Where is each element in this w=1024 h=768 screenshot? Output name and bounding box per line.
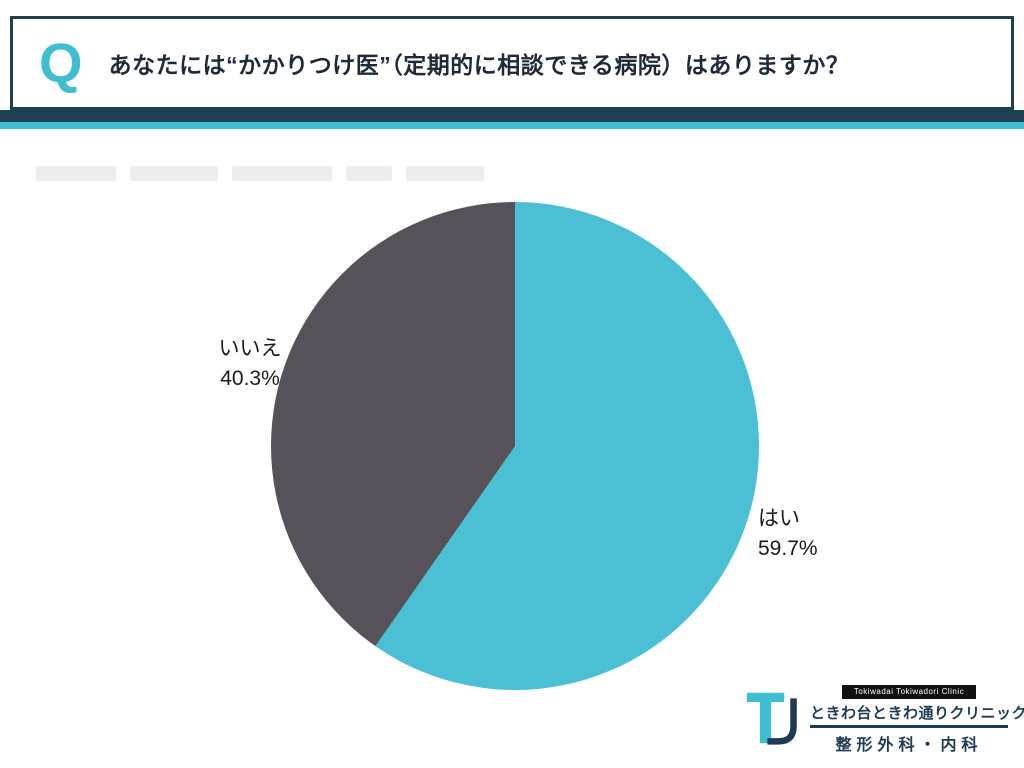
clinic-logo-text: Tokiwadai Tokiwadori Clinic ときわ台ときわ通りクリニ… (810, 685, 1024, 755)
header-divider-dark-bar (0, 110, 1024, 122)
clinic-name-jp: ときわ台ときわ通りクリニック (810, 705, 1024, 722)
pie-label-yes-text: はい (758, 507, 800, 530)
ghost-text-artifact (36, 166, 484, 181)
clinic-department: 整形外科・内科 (835, 737, 983, 754)
pie-label-yes: はい 59.7% (758, 504, 818, 565)
pie-label-yes-value: 59.7% (758, 537, 818, 561)
question-header-box: Q あなたには“かかりつけ医”（定期的に相談できる病院）はありますか？ (10, 16, 1014, 110)
pie-label-no-text: いいえ (218, 337, 282, 360)
pie-label-no-value: 40.3% (220, 367, 280, 391)
clinic-logo: Tokiwadai Tokiwadori Clinic ときわ台ときわ通りクリニ… (745, 685, 1024, 755)
pie-chart (271, 202, 759, 690)
clinic-name-en-badge: Tokiwadai Tokiwadori Clinic (841, 685, 977, 699)
header-divider-teal-bar (0, 122, 1024, 129)
clinic-logo-divider (810, 725, 1008, 728)
clinic-logo-mark-icon (746, 693, 797, 746)
question-text: あなたには“かかりつけ医”（定期的に相談できる病院）はありますか？ (108, 52, 850, 78)
pie-label-no: いいえ 40.3% (190, 334, 310, 395)
q-letter-mark: Q (39, 31, 83, 94)
